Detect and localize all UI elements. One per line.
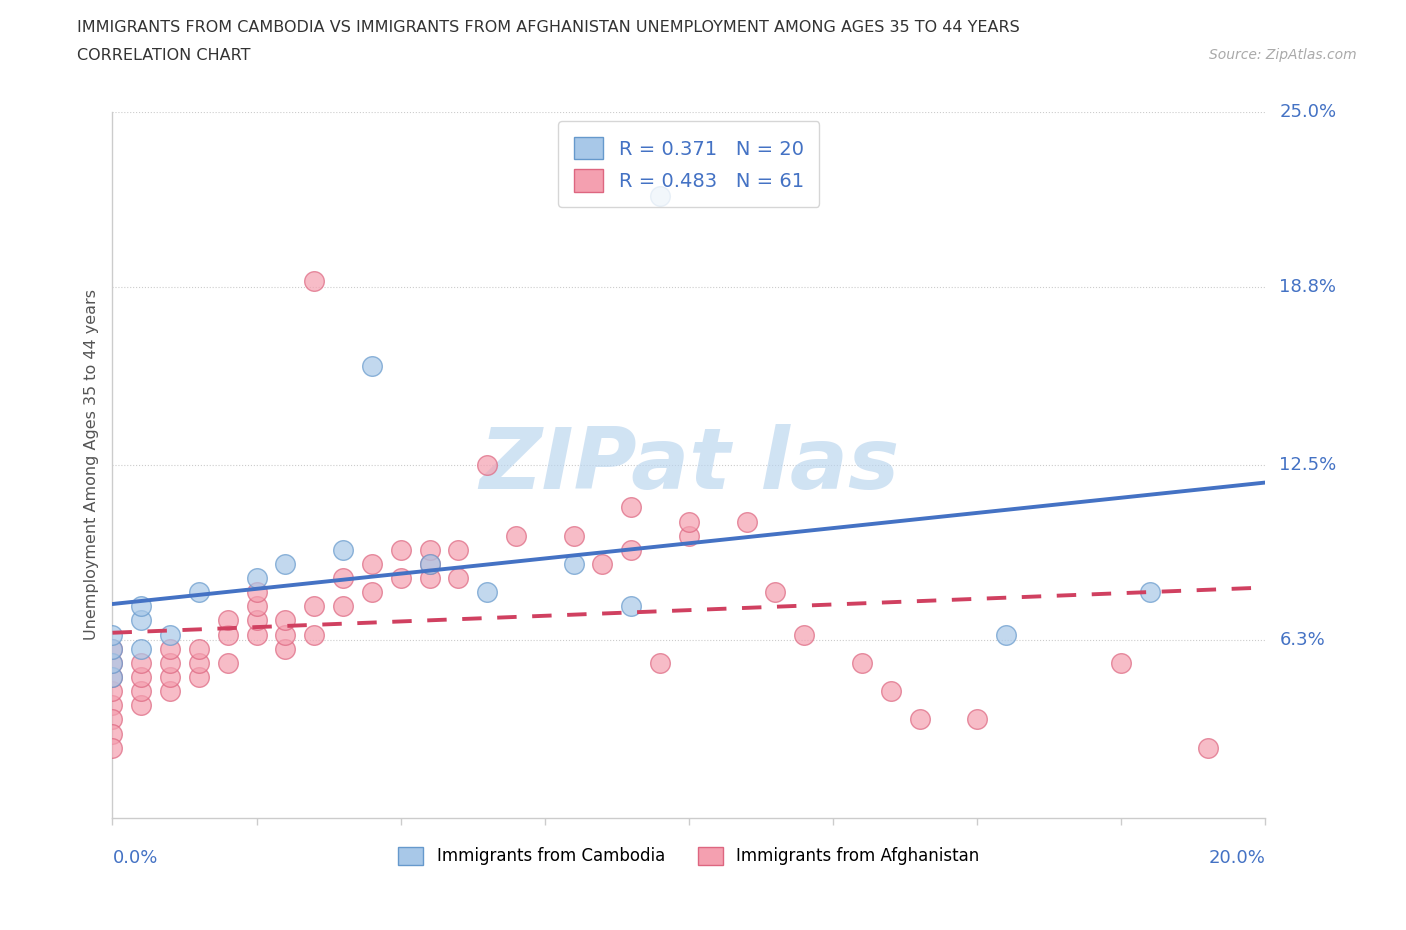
Point bbox=[129, 642, 153, 657]
Point bbox=[304, 599, 326, 614]
Point bbox=[851, 656, 873, 671]
Point bbox=[389, 542, 412, 557]
Point bbox=[217, 656, 239, 671]
Point bbox=[475, 458, 499, 472]
Point bbox=[129, 599, 153, 614]
Point bbox=[1111, 656, 1133, 671]
Point bbox=[101, 642, 124, 657]
Point bbox=[1139, 585, 1161, 600]
Point bbox=[188, 656, 211, 671]
Text: IMMIGRANTS FROM CAMBODIA VS IMMIGRANTS FROM AFGHANISTAN UNEMPLOYMENT AMONG AGES : IMMIGRANTS FROM CAMBODIA VS IMMIGRANTS F… bbox=[77, 20, 1021, 35]
Point bbox=[246, 585, 269, 600]
Point bbox=[129, 684, 153, 698]
Point bbox=[101, 726, 124, 741]
Point bbox=[620, 500, 643, 515]
Point bbox=[735, 514, 758, 529]
Point bbox=[505, 528, 527, 543]
Text: CORRELATION CHART: CORRELATION CHART bbox=[77, 48, 250, 63]
Point bbox=[159, 656, 181, 671]
Point bbox=[188, 642, 211, 657]
Point bbox=[188, 670, 211, 684]
Point bbox=[246, 613, 269, 628]
Point bbox=[304, 627, 326, 642]
Y-axis label: Unemployment Among Ages 35 to 44 years: Unemployment Among Ages 35 to 44 years bbox=[83, 289, 98, 641]
Point bbox=[101, 698, 124, 712]
Point bbox=[159, 684, 181, 698]
Point bbox=[765, 585, 787, 600]
Point bbox=[650, 189, 672, 204]
Point bbox=[562, 528, 585, 543]
Point bbox=[1197, 740, 1219, 755]
Text: 18.8%: 18.8% bbox=[1279, 278, 1336, 296]
Point bbox=[389, 571, 412, 586]
Point bbox=[447, 571, 470, 586]
Point bbox=[620, 599, 643, 614]
Point bbox=[304, 273, 326, 288]
Point bbox=[562, 556, 585, 571]
Point bbox=[101, 740, 124, 755]
Text: Source: ZipAtlas.com: Source: ZipAtlas.com bbox=[1209, 48, 1357, 62]
Point bbox=[101, 642, 124, 657]
Point bbox=[274, 627, 297, 642]
Point bbox=[129, 613, 153, 628]
Point bbox=[188, 585, 211, 600]
Point bbox=[217, 613, 239, 628]
Point bbox=[217, 627, 239, 642]
Point bbox=[101, 656, 124, 671]
Point bbox=[101, 627, 124, 642]
Point bbox=[101, 656, 124, 671]
Point bbox=[332, 542, 354, 557]
Point bbox=[101, 670, 124, 684]
Point bbox=[159, 642, 181, 657]
Point bbox=[592, 556, 614, 571]
Point bbox=[274, 642, 297, 657]
Point bbox=[274, 613, 297, 628]
Point bbox=[419, 556, 441, 571]
Point bbox=[129, 698, 153, 712]
Point bbox=[419, 556, 441, 571]
Point bbox=[966, 712, 988, 727]
Point bbox=[908, 712, 931, 727]
Point bbox=[419, 542, 441, 557]
Point bbox=[360, 556, 382, 571]
Point bbox=[129, 656, 153, 671]
Point bbox=[360, 585, 382, 600]
Point bbox=[360, 359, 382, 374]
Text: 6.3%: 6.3% bbox=[1279, 631, 1324, 649]
Point bbox=[475, 585, 499, 600]
Text: ZIPat las: ZIPat las bbox=[479, 423, 898, 507]
Point bbox=[419, 571, 441, 586]
Point bbox=[274, 556, 297, 571]
Point bbox=[159, 627, 181, 642]
Point bbox=[246, 571, 269, 586]
Point bbox=[129, 670, 153, 684]
Legend: Immigrants from Cambodia, Immigrants from Afghanistan: Immigrants from Cambodia, Immigrants fro… bbox=[389, 838, 988, 873]
Point bbox=[995, 627, 1018, 642]
Point bbox=[678, 528, 700, 543]
Point bbox=[246, 599, 269, 614]
Point bbox=[620, 542, 643, 557]
Text: 0.0%: 0.0% bbox=[112, 849, 157, 867]
Point bbox=[447, 542, 470, 557]
Point bbox=[650, 656, 672, 671]
Point bbox=[159, 670, 181, 684]
Point bbox=[793, 627, 815, 642]
Point bbox=[101, 684, 124, 698]
Point bbox=[678, 514, 700, 529]
Text: 25.0%: 25.0% bbox=[1279, 102, 1337, 121]
Point bbox=[332, 599, 354, 614]
Text: 20.0%: 20.0% bbox=[1209, 849, 1265, 867]
Text: 12.5%: 12.5% bbox=[1279, 456, 1337, 474]
Point bbox=[332, 571, 354, 586]
Point bbox=[880, 684, 903, 698]
Point bbox=[101, 670, 124, 684]
Point bbox=[246, 627, 269, 642]
Point bbox=[101, 712, 124, 727]
